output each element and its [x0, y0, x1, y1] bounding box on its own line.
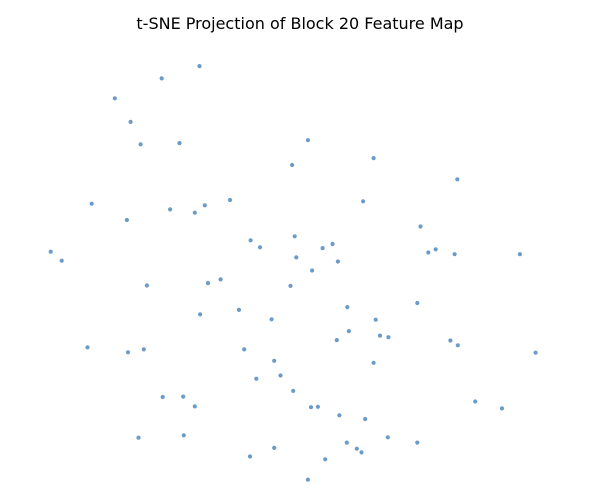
scatter-point	[499, 406, 505, 411]
scatter-point	[192, 210, 197, 215]
scatter-point	[278, 373, 283, 378]
scatter-point	[112, 96, 117, 101]
scatter-point	[305, 477, 310, 482]
scatter-point	[197, 64, 202, 69]
scatter-point	[473, 399, 478, 404]
scatter-point	[517, 252, 523, 257]
scatter-point	[242, 347, 247, 352]
scatter-point	[177, 141, 182, 146]
scatter-point	[181, 394, 186, 399]
scatter-point	[455, 343, 460, 348]
scatter-point	[85, 345, 90, 350]
scatter-point	[385, 435, 390, 440]
scatter-point	[236, 307, 242, 312]
scatter-point	[337, 413, 342, 418]
scatter-point	[181, 433, 186, 438]
scatter-point	[138, 142, 143, 147]
scatter-point	[415, 300, 420, 306]
scatter-point	[455, 177, 460, 182]
scatter-point	[247, 454, 253, 459]
scatter-point	[292, 234, 297, 239]
scatter-point	[248, 238, 253, 243]
scatter-point	[418, 224, 423, 229]
scatter-point	[124, 217, 129, 223]
scatter-point	[202, 203, 207, 208]
scatter-point	[359, 450, 364, 455]
scatter-point	[334, 338, 339, 343]
scatter-point	[335, 259, 340, 264]
scatter-point	[227, 197, 233, 203]
scatter-point	[371, 156, 376, 161]
scatter-point	[433, 247, 438, 252]
scatter-point	[254, 376, 259, 381]
scatter-point	[346, 329, 351, 334]
scatter-point	[288, 283, 293, 288]
scatter-point	[168, 207, 173, 212]
scatter-point	[377, 333, 383, 338]
scatter-point	[320, 246, 325, 251]
scatter-point	[363, 416, 368, 422]
scatter-point	[533, 350, 538, 355]
scatter-point	[128, 119, 133, 124]
scatter-point	[272, 358, 277, 363]
scatter-point	[354, 446, 359, 451]
scatter-point	[141, 347, 146, 352]
scatter-point	[272, 445, 277, 450]
scatter-point	[205, 281, 211, 286]
scatter-point	[144, 283, 149, 288]
scatter-point	[294, 255, 299, 260]
scatter-point	[59, 258, 64, 263]
scatter-point	[415, 440, 420, 445]
scatter-point	[291, 388, 296, 393]
scatter-point	[361, 199, 366, 204]
scatter-point	[218, 277, 223, 282]
scatter-point	[269, 317, 274, 322]
scatter-point	[48, 249, 53, 254]
scatter-point	[330, 241, 335, 247]
scatter-point	[345, 305, 350, 310]
scatter-point	[305, 138, 310, 143]
scatter-point	[290, 162, 295, 168]
scatter-point	[373, 317, 378, 322]
scatter-point	[257, 245, 263, 250]
scatter-point	[452, 252, 457, 257]
scatter-point	[310, 268, 315, 273]
chart-title: t-SNE Projection of Block 20 Feature Map	[136, 14, 463, 33]
scatter-point	[136, 435, 141, 440]
scatter-point	[160, 394, 165, 400]
scatter-point	[89, 201, 94, 206]
scatter-point	[192, 404, 197, 409]
scatter-point	[198, 312, 203, 317]
scatter-point	[344, 440, 349, 445]
scatter-point	[323, 457, 328, 462]
scatter-point	[315, 404, 320, 409]
scatter-point	[371, 360, 376, 365]
points-layer	[48, 64, 538, 482]
scatter-point	[159, 76, 164, 81]
scatter-point	[125, 350, 131, 355]
scatter-point	[448, 338, 453, 343]
scatter-point	[308, 405, 314, 410]
scatter-point	[426, 250, 431, 255]
scatter-point	[386, 335, 391, 340]
